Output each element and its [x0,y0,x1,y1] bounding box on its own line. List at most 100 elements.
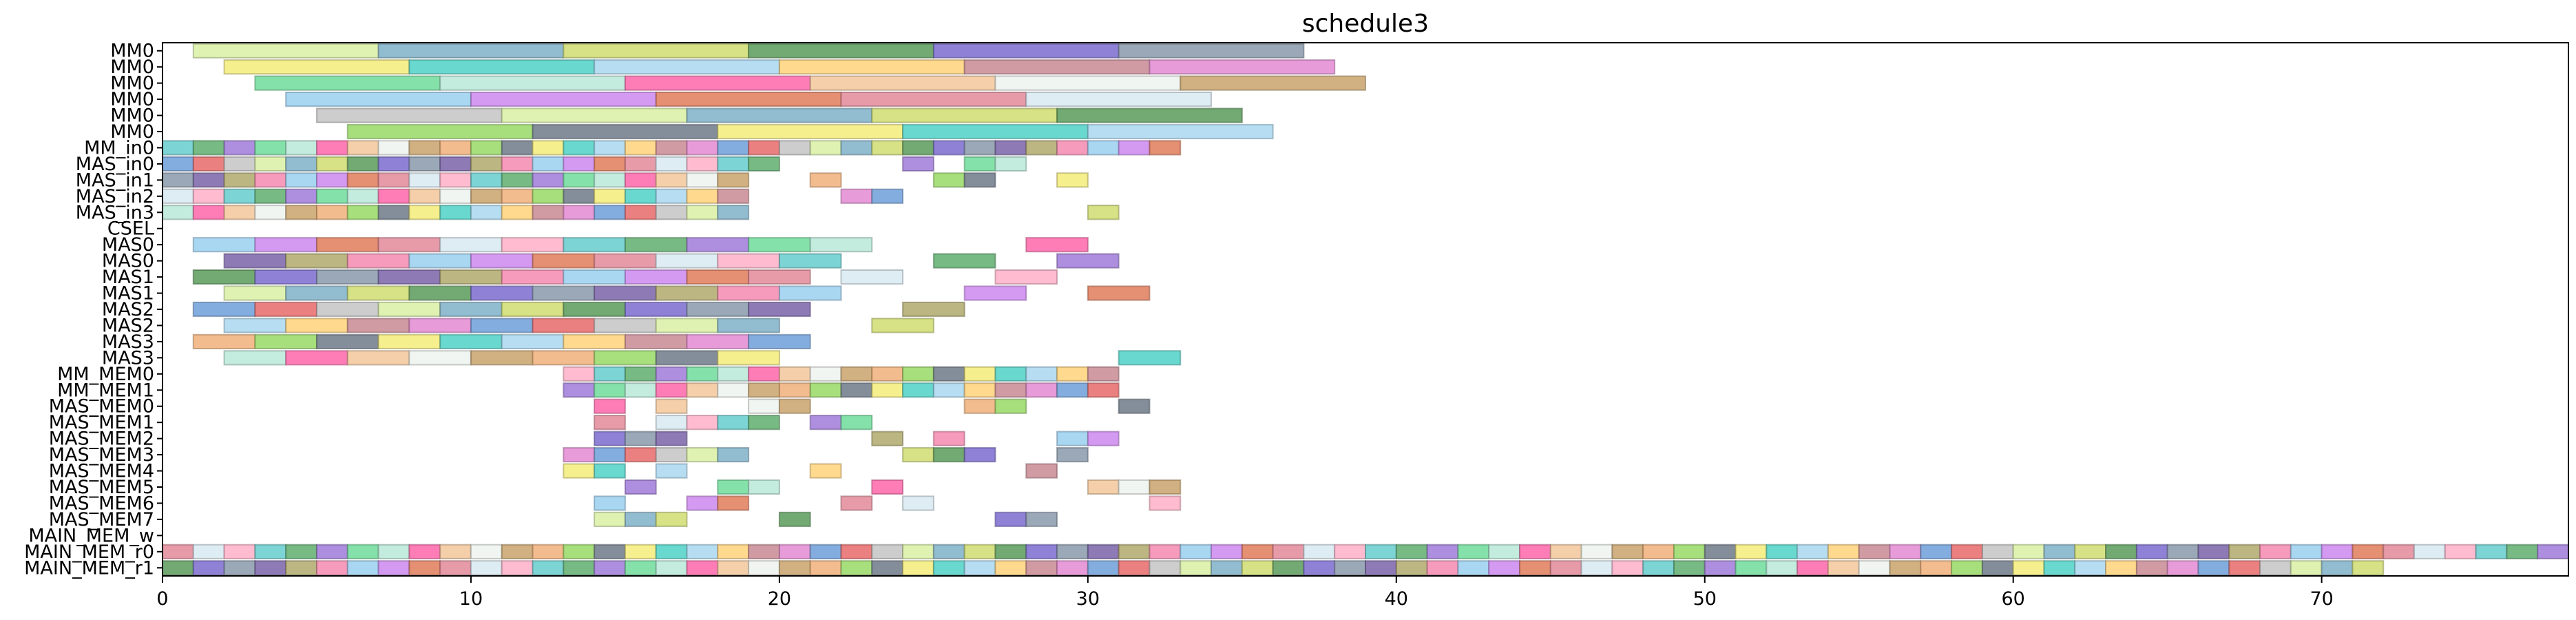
gantt-bar [1241,560,1274,576]
gantt-bar [1118,479,1151,495]
gantt-bar [902,560,934,576]
gantt-bar [809,237,873,253]
gantt-bar [470,172,503,188]
gantt-bar [1981,560,2014,576]
gantt-bar [192,156,225,172]
gantt-bar [1056,382,1089,398]
gantt-bar [932,544,965,559]
gantt-bar [655,285,719,301]
gantt-bar [408,350,472,366]
gantt-bar [285,253,348,269]
gantt-bar [377,269,441,285]
gantt-bar [563,447,596,463]
gantt-bar [563,463,596,479]
gantt-bar [932,382,965,398]
gantt-bar [254,140,287,156]
x-tick-label: 70 [2310,588,2333,610]
gantt-bar [1149,495,1182,511]
gantt-bar [1056,172,1089,188]
gantt-bar [594,415,626,431]
gantt-bar [470,560,503,576]
gantt-bar [2352,544,2385,559]
gantt-bar [2074,560,2107,576]
gantt-bar [2259,544,2292,559]
gantt-bar [655,398,688,414]
gantt-bar [932,43,1120,59]
gantt-bar [501,333,565,349]
gantt-bar [686,107,873,123]
gantt-bar [192,237,256,253]
gantt-bar [377,156,410,172]
gantt-bar [994,511,1027,527]
y-tick-label: MAS_MEM5 [49,477,154,498]
gantt-bar [748,366,780,382]
gantt-bar [594,253,657,269]
gantt-bar [2228,544,2261,559]
gantt-bar [655,350,719,366]
gantt-bar [1056,560,1089,576]
y-tick-label: MM0 [110,73,154,94]
gantt-bar [809,366,842,382]
gantt-bar [192,333,256,349]
gantt-bar [1334,560,1366,576]
gantt-bar [223,350,287,366]
gantt-bar [594,511,626,527]
gantt-bar [717,205,750,220]
x-tick-label: 40 [1385,588,1408,610]
gantt-bar [902,301,965,318]
y-tick-label: MAS_MEM4 [49,461,154,482]
gantt-bar [532,140,565,156]
gantt-bar [748,382,780,398]
gantt-bar [748,479,780,495]
gantt-bar [1642,544,1675,559]
gantt-bar [994,544,1027,559]
gantt-bar [686,269,750,285]
gantt-bar [655,431,688,446]
gantt-bar [162,156,194,172]
gantt-bar [377,560,410,576]
gantt-bar [1087,431,1120,446]
gantt-bar [563,237,626,253]
gantt-bar [501,107,688,123]
gantt-bar [717,318,780,333]
gantt-bar [655,205,688,220]
gantt-bar [408,59,596,75]
gantt-bar [501,172,534,188]
gantt-bar [717,382,750,398]
gantt-bar [346,156,379,172]
y-tick-label: MAS_MEM2 [49,428,154,450]
gantt-bar [563,333,626,349]
gantt-bar [902,544,934,559]
gantt-bar [963,560,996,576]
gantt-bar [809,140,842,156]
gantt-bar [717,285,780,301]
x-tick-label: 30 [1076,588,1100,610]
gantt-bar [655,415,688,431]
gantt-bar [1087,479,1120,495]
gantt-bar [223,188,256,204]
gantt-bar [932,560,965,576]
gantt-bar [963,447,996,463]
gantt-bar [717,447,750,463]
gantt-bar [655,156,688,172]
gantt-bar [594,495,626,511]
gantt-bar [1951,560,1983,576]
gantt-bar [223,318,287,333]
gantt-bar [624,544,657,559]
gantt-bar [2290,560,2323,576]
gantt-bar [2537,544,2569,559]
gantt-bar [594,285,657,301]
gantt-bar [315,107,503,123]
gantt-bar [192,205,225,220]
gantt-bar [2012,560,2045,576]
gantt-bar [809,415,842,431]
x-tick-label: 0 [156,588,168,610]
gantt-bar [655,172,688,188]
gantt-bar [778,59,965,75]
gantt-bar [563,301,626,318]
gantt-bar [315,237,379,253]
gantt-bar [408,544,441,559]
gantt-bar [1118,43,1305,59]
y-tick-label: MM0 [110,41,154,62]
